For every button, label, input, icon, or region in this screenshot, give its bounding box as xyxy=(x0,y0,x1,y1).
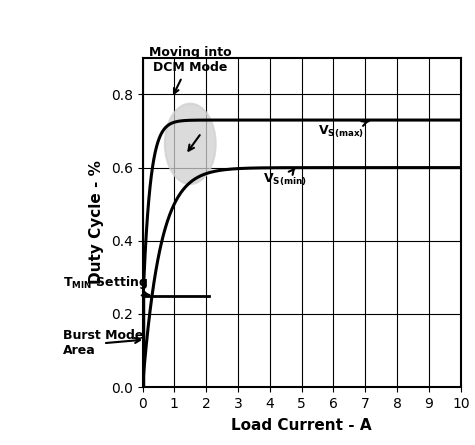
Ellipse shape xyxy=(165,104,216,184)
Y-axis label: Duty Cycle - %: Duty Cycle - % xyxy=(89,161,104,284)
Text: $\mathbf{T_{MIN}}$ Setting: $\mathbf{T_{MIN}}$ Setting xyxy=(63,275,149,295)
Text: Burst Mode
Area: Burst Mode Area xyxy=(63,329,143,357)
Text: Moving into
DCM Mode: Moving into DCM Mode xyxy=(149,46,231,93)
Text: $\mathbf{V_{S(max)}}$: $\mathbf{V_{S(max)}}$ xyxy=(317,121,369,140)
X-axis label: Load Current - A: Load Current - A xyxy=(231,418,372,433)
Text: $\mathbf{V_{S(min)}}$: $\mathbf{V_{S(min)}}$ xyxy=(264,169,307,188)
